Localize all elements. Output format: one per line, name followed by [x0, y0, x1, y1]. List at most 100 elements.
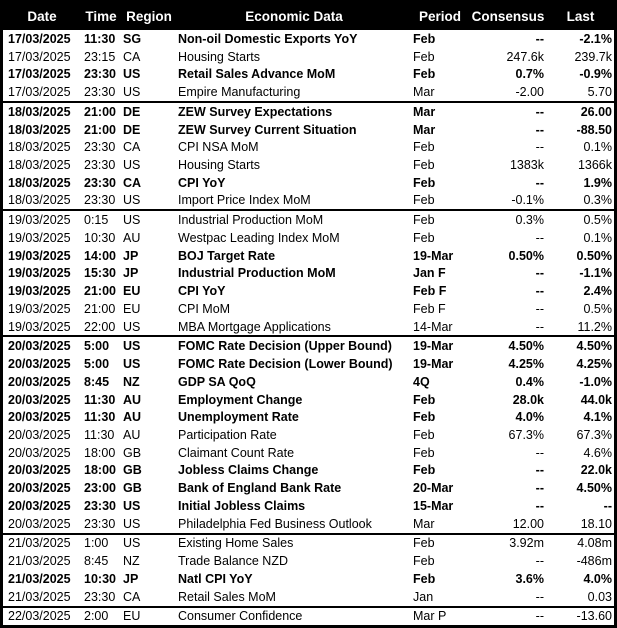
- cell-last: -13.60: [576, 609, 612, 624]
- cell-date: 17/03/2025: [8, 85, 71, 100]
- cell-time: 23:30: [84, 140, 116, 155]
- cell-region: US: [123, 158, 141, 172]
- cell-date: 20/03/2025: [8, 410, 71, 425]
- cell-consensus: --: [535, 319, 544, 334]
- table-row: 20/03/2025 18:00 GB Jobless Claims Change Fe…: [3, 461, 614, 480]
- table-row: 20/03/2025 11:30 AU Participation Rate Feb 67…: [3, 426, 614, 444]
- cell-period: Feb: [413, 49, 435, 64]
- table-row: 18/03/2025 23:30 US Housing Starts Feb 1383k 1…: [3, 156, 614, 174]
- cell-consensus: --: [535, 301, 544, 316]
- cell-consensus: --: [535, 122, 544, 137]
- cell-event: Retail Sales MoM: [178, 589, 276, 604]
- cell-date: 18/03/2025: [8, 104, 71, 119]
- cell-time: 5:00: [84, 339, 110, 354]
- cell-event: Claimant Count Rate: [178, 445, 295, 460]
- cell-event: Jobless Claims Change: [178, 463, 319, 478]
- cell-date: 19/03/2025: [8, 230, 71, 245]
- cell-period: 14-Mar: [413, 319, 453, 334]
- table-row: 20/03/2025 11:30 AU Employment Change Feb 28.…: [3, 390, 614, 409]
- cell-region: GB: [123, 463, 142, 478]
- cell-period: Feb: [413, 140, 435, 155]
- cell-last: 5.70: [587, 85, 612, 100]
- column-header-time: Time: [85, 9, 117, 24]
- cell-period: Feb: [413, 463, 436, 478]
- cell-event: Initial Jobless Claims: [178, 498, 306, 513]
- cell-last: 4.08m: [577, 536, 612, 551]
- table-row: 17/03/2025 23:15 CA Housing Starts Feb 247.6k…: [3, 47, 614, 66]
- cell-date: 19/03/2025: [8, 284, 71, 299]
- cell-event: FOMC Rate Decision (Lower Bound): [178, 357, 393, 372]
- table-row: 22/03/2025 2:00 EU Consumer Confidence Mar P…: [3, 605, 614, 626]
- cell-last: 0.1%: [583, 140, 613, 155]
- cell-period: Feb: [413, 31, 436, 46]
- cell-last: 0.5%: [583, 213, 613, 228]
- cell-event: Existing Home Sales: [178, 536, 294, 551]
- cell-time: 18:00: [84, 445, 116, 460]
- cell-last: 26.00: [580, 104, 612, 119]
- cell-event: Employment Change: [178, 392, 303, 407]
- cell-period: 15-Mar: [413, 498, 454, 513]
- cell-consensus: --: [535, 230, 544, 245]
- cell-date: 21/03/2025: [8, 554, 71, 569]
- cell-region: CA: [123, 175, 142, 190]
- cell-region: AU: [123, 230, 141, 245]
- column-header-date: Date: [27, 9, 57, 24]
- cell-last: 11.2%: [577, 319, 612, 334]
- cell-last: 1366k: [577, 158, 612, 172]
- cell-consensus: 4.0%: [515, 410, 545, 425]
- cell-time: 23:30: [84, 193, 116, 208]
- table-row: 21/03/2025 1:00 US Existing Home Sales Feb 3.…: [3, 532, 614, 553]
- cell-time: 23:00: [84, 481, 116, 496]
- cell-event: CPI YoY: [178, 175, 226, 190]
- cell-consensus: --: [535, 609, 544, 624]
- cell-last: 0.50%: [576, 248, 612, 263]
- cell-period: Mar: [413, 122, 436, 137]
- cell-region: US: [123, 498, 141, 513]
- cell-period: Feb: [413, 193, 435, 208]
- cell-date: 20/03/2025: [8, 357, 71, 372]
- cell-last: 1.9%: [583, 175, 613, 190]
- cell-last: -1.0%: [579, 374, 612, 389]
- cell-last: 4.50%: [576, 339, 612, 354]
- cell-event: Unemployment Rate: [178, 410, 299, 425]
- cell-consensus: --: [535, 463, 544, 478]
- cell-date: 19/03/2025: [8, 213, 71, 228]
- cell-region: US: [123, 193, 141, 208]
- cell-last: -2.1%: [579, 31, 612, 46]
- table-row: 19/03/2025 21:00 EU CPI MoM Feb F -- 0.5%: [3, 300, 614, 318]
- cell-consensus: --: [535, 266, 544, 281]
- cell-period: Feb: [413, 230, 435, 245]
- cell-region: US: [123, 357, 141, 372]
- cell-time: 21:00: [84, 301, 116, 316]
- cell-period: Jan F: [413, 266, 446, 281]
- cell-event: Trade Balance NZD: [178, 554, 288, 569]
- cell-event: Bank of England Bank Rate: [178, 481, 342, 496]
- cell-consensus: -0.1%: [511, 193, 544, 208]
- cell-time: 23:30: [84, 498, 116, 513]
- cell-time: 1:00: [84, 536, 109, 551]
- cell-date: 20/03/2025: [8, 445, 71, 460]
- cell-time: 2:00: [84, 609, 109, 624]
- cell-time: 21:00: [84, 104, 116, 119]
- cell-last: -486m: [576, 554, 612, 569]
- cell-time: 11:30: [84, 410, 116, 425]
- cell-last: 44.0k: [580, 392, 612, 407]
- cell-consensus: 0.4%: [515, 374, 545, 389]
- cell-date: 18/03/2025: [8, 122, 71, 137]
- table-row: 21/03/2025 8:45 NZ Trade Balance NZD Feb -- -4…: [3, 552, 614, 571]
- cell-region: NZ: [123, 374, 140, 389]
- cell-date: 18/03/2025: [8, 193, 71, 208]
- cell-consensus: --: [535, 31, 544, 46]
- column-header-region: Region: [126, 9, 172, 24]
- cell-time: 23:15: [84, 49, 116, 64]
- cell-consensus: 0.3%: [515, 213, 545, 228]
- table-row: 18/03/2025 21:00 DE ZEW Survey Current Situ…: [3, 120, 614, 139]
- cell-last: 4.25%: [576, 357, 612, 372]
- cell-time: 11:30: [84, 392, 116, 407]
- cell-date: 20/03/2025: [8, 481, 71, 496]
- cell-date: 21/03/2025: [8, 589, 71, 604]
- cell-time: 23:30: [84, 516, 116, 531]
- cell-last: 0.03: [587, 589, 612, 604]
- table-row: 20/03/2025 23:30 US Philadelphia Fed Busine…: [3, 514, 614, 533]
